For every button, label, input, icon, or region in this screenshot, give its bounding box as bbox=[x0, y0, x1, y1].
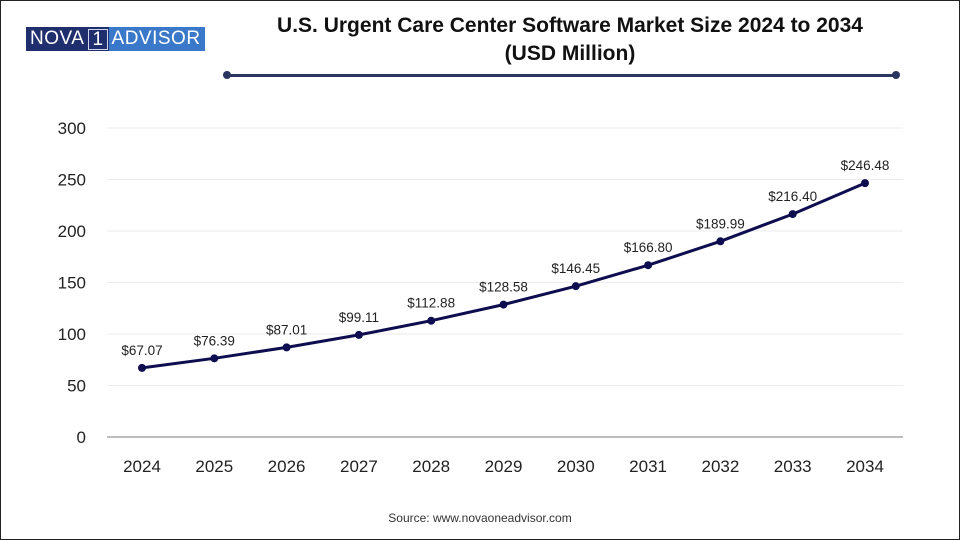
data-point bbox=[788, 210, 797, 219]
x-tick-label: 2028 bbox=[412, 457, 450, 476]
data-point bbox=[571, 282, 580, 291]
data-point bbox=[644, 261, 653, 270]
x-tick-label: 2033 bbox=[774, 457, 812, 476]
x-tick-label: 2026 bbox=[268, 457, 306, 476]
logo-advisor: ADVISOR bbox=[108, 27, 205, 51]
y-tick-label: 300 bbox=[58, 119, 86, 138]
x-tick-label: 2025 bbox=[195, 457, 233, 476]
x-tick-label: 2030 bbox=[557, 457, 595, 476]
data-point bbox=[138, 363, 146, 372]
data-point bbox=[427, 316, 436, 325]
data-point bbox=[282, 343, 291, 352]
data-label: $216.40 bbox=[768, 189, 817, 204]
y-tick-label: 150 bbox=[58, 274, 86, 293]
logo-nova: NOVA bbox=[26, 27, 88, 51]
chart-subtitle: (USD Million) bbox=[504, 42, 636, 65]
data-label: $146.45 bbox=[551, 261, 600, 276]
data-point bbox=[354, 330, 363, 339]
data-label: $87.01 bbox=[266, 322, 307, 337]
title-underline-dot-left bbox=[223, 71, 231, 79]
logo-one-text: 1 bbox=[88, 28, 108, 50]
data-label: $189.99 bbox=[696, 216, 745, 231]
data-label: $112.88 bbox=[407, 296, 455, 311]
title-underline-dot-right bbox=[892, 71, 900, 79]
data-point bbox=[861, 179, 869, 188]
x-tick-label: 2024 bbox=[123, 457, 161, 476]
data-label: $128.58 bbox=[479, 280, 528, 295]
data-label: $99.11 bbox=[339, 310, 379, 325]
chart-title: U.S. Urgent Care Center Software Market … bbox=[277, 14, 863, 37]
chart-title-block: U.S. Urgent Care Center Software Market … bbox=[200, 12, 940, 68]
data-label: $246.48 bbox=[841, 158, 890, 173]
x-tick-label: 2027 bbox=[340, 457, 378, 476]
data-point bbox=[210, 354, 219, 363]
x-tick-label: 2032 bbox=[701, 457, 739, 476]
data-label: $67.07 bbox=[121, 343, 162, 358]
x-tick-label: 2034 bbox=[846, 457, 884, 476]
data-label: $76.39 bbox=[194, 333, 235, 348]
x-tick-label: 2029 bbox=[485, 457, 523, 476]
y-tick-label: 50 bbox=[67, 377, 86, 396]
data-label: $166.80 bbox=[624, 240, 673, 255]
data-point bbox=[499, 300, 508, 309]
data-point bbox=[716, 237, 725, 246]
y-tick-label: 250 bbox=[58, 171, 86, 190]
nova-one-advisor-logo: NOVA 1 ADVISOR bbox=[26, 27, 205, 51]
x-tick-label: 2031 bbox=[629, 457, 667, 476]
source-note: Source: www.novaoneadvisor.com bbox=[388, 511, 572, 525]
series-line bbox=[141, 181, 866, 370]
y-tick-label: 100 bbox=[58, 325, 86, 344]
logo-one: 1 bbox=[87, 27, 109, 51]
y-tick-label: 200 bbox=[58, 222, 86, 241]
title-underline bbox=[227, 74, 896, 77]
y-tick-label: 0 bbox=[77, 428, 86, 447]
